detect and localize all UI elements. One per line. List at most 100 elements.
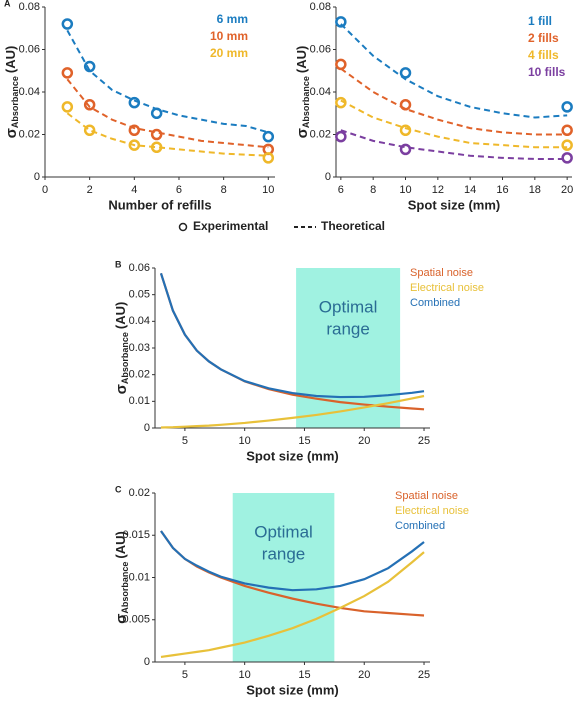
x-axis-title: Spot size (mm): [246, 682, 338, 697]
experimental-point: [150, 141, 163, 153]
experimental-point: [262, 130, 275, 143]
y-title-unit: (AU): [3, 46, 18, 73]
x-tick-label: 5: [182, 435, 188, 447]
x-tick-label: 15: [298, 669, 310, 681]
x-tick-label: 10: [239, 669, 251, 681]
y-axis-title: σAbsorbance (AU): [3, 46, 20, 139]
x-tick-label: 14: [464, 184, 476, 196]
experimental-point: [399, 67, 412, 79]
x-tick-label: 25: [418, 669, 430, 681]
line: [160, 530, 425, 592]
span-label: range: [262, 544, 305, 563]
legend-label: Spatial noise: [395, 490, 458, 502]
experimental-point: [83, 60, 96, 73]
optimal-range: [232, 493, 335, 662]
y-title-subscript: Absorbance: [120, 332, 130, 384]
x-tick-label: 8: [370, 184, 376, 196]
legend-label: Spatial noise: [410, 267, 473, 279]
x-tick-label: 12: [432, 184, 444, 196]
legend-label: Experimental: [193, 219, 268, 233]
x-tick-label: 10: [399, 184, 411, 196]
y-tick-label: 0.08: [310, 1, 331, 13]
optimal-range: [296, 268, 401, 428]
experimental-point: [335, 130, 347, 143]
y-tick-label: 0.04: [310, 86, 331, 98]
experimental-point: [561, 139, 573, 151]
experimental-point: [561, 124, 573, 136]
y-tick-label: 0.01: [129, 395, 150, 407]
line: [160, 394, 425, 429]
y-tick-label: 0: [34, 171, 40, 183]
y-title-symbol: σ: [3, 128, 20, 138]
x-tick-label: 5: [182, 669, 188, 681]
legend-label: 10 fills: [528, 65, 566, 79]
y-title-symbol: σ: [113, 614, 130, 624]
theory-curve: [340, 67, 568, 136]
legend-label: 2 fills: [528, 31, 559, 45]
legend-label: 20 mm: [210, 46, 248, 60]
x-tick-label: 15: [298, 435, 310, 447]
y-tick-label: 0.03: [129, 342, 150, 354]
x-axis-title: Spot size (mm): [246, 448, 338, 463]
y-title-unit: (AU): [113, 531, 128, 558]
experimental-point: [399, 124, 412, 136]
y-tick-label: 0.02: [129, 487, 150, 499]
x-tick-label: 25: [418, 435, 430, 447]
span-label: Optimal: [254, 522, 313, 541]
experimental-point: [150, 128, 163, 141]
y-title-symbol: σ: [294, 128, 311, 138]
x-tick-label: 6: [176, 184, 182, 196]
theory-curve: [340, 23, 568, 119]
legend-label: Combined: [410, 297, 460, 309]
y-tick-label: 0: [144, 656, 150, 668]
experimental-point: [335, 16, 347, 28]
y-title-subscript: Absorbance: [120, 562, 130, 614]
y-tick-label: 0.06: [19, 43, 40, 55]
theory-curve: [66, 112, 269, 157]
y-tick-label: 0.08: [19, 1, 40, 13]
x-tick-label: 20: [358, 669, 370, 681]
y-axis-title: σAbsorbance (AU): [113, 531, 130, 624]
theory-curve: [66, 78, 269, 149]
x-tick-label: 18: [529, 184, 541, 196]
x-axis-title: Spot size (mm): [408, 197, 500, 212]
y-tick-label: 0.02: [310, 128, 331, 140]
x-tick-label: 8: [221, 184, 227, 196]
experimental-point: [262, 152, 275, 164]
panel-label: C: [115, 484, 122, 494]
y-tick-label: 0.06: [129, 262, 150, 274]
experimental-point: [561, 101, 573, 113]
legend-label: Electrical noise: [410, 282, 484, 294]
y-title-unit: (AU): [294, 46, 309, 73]
experimental-point: [399, 99, 412, 111]
y-tick-label: 0.02: [19, 128, 40, 140]
legend-label: Theoretical: [321, 219, 385, 233]
y-title-subscript: Absorbance: [301, 76, 311, 128]
y-tick-label: 0.04: [19, 86, 40, 98]
experimental-point: [335, 96, 347, 109]
experimental-point: [83, 124, 96, 136]
y-tick-label: 0.005: [122, 614, 150, 626]
x-tick-label: 0: [42, 184, 48, 196]
legend-label: 1 fill: [528, 14, 552, 28]
y-tick-label: 0.04: [129, 315, 150, 327]
x-tick-label: 4: [131, 184, 137, 196]
experimental-point: [128, 139, 141, 151]
x-tick-label: 2: [87, 184, 93, 196]
panel-label: A: [4, 0, 11, 8]
theory-curve: [66, 29, 269, 134]
experimental-point: [61, 101, 74, 113]
span-label: Optimal: [319, 297, 378, 316]
legend-label: 10 mm: [210, 29, 248, 43]
experimental-point: [83, 99, 96, 111]
y-tick-label: 0.01: [129, 571, 150, 583]
line: [159, 272, 425, 399]
y-axis-title: σAbsorbance (AU): [113, 302, 130, 395]
legend-label: Electrical noise: [395, 505, 469, 517]
experimental-point: [150, 107, 163, 119]
experimental-point: [61, 18, 74, 30]
x-axis-title: Number of refills: [108, 197, 211, 212]
x-tick-label: 10: [262, 184, 274, 196]
x-tick-label: 16: [496, 184, 508, 196]
